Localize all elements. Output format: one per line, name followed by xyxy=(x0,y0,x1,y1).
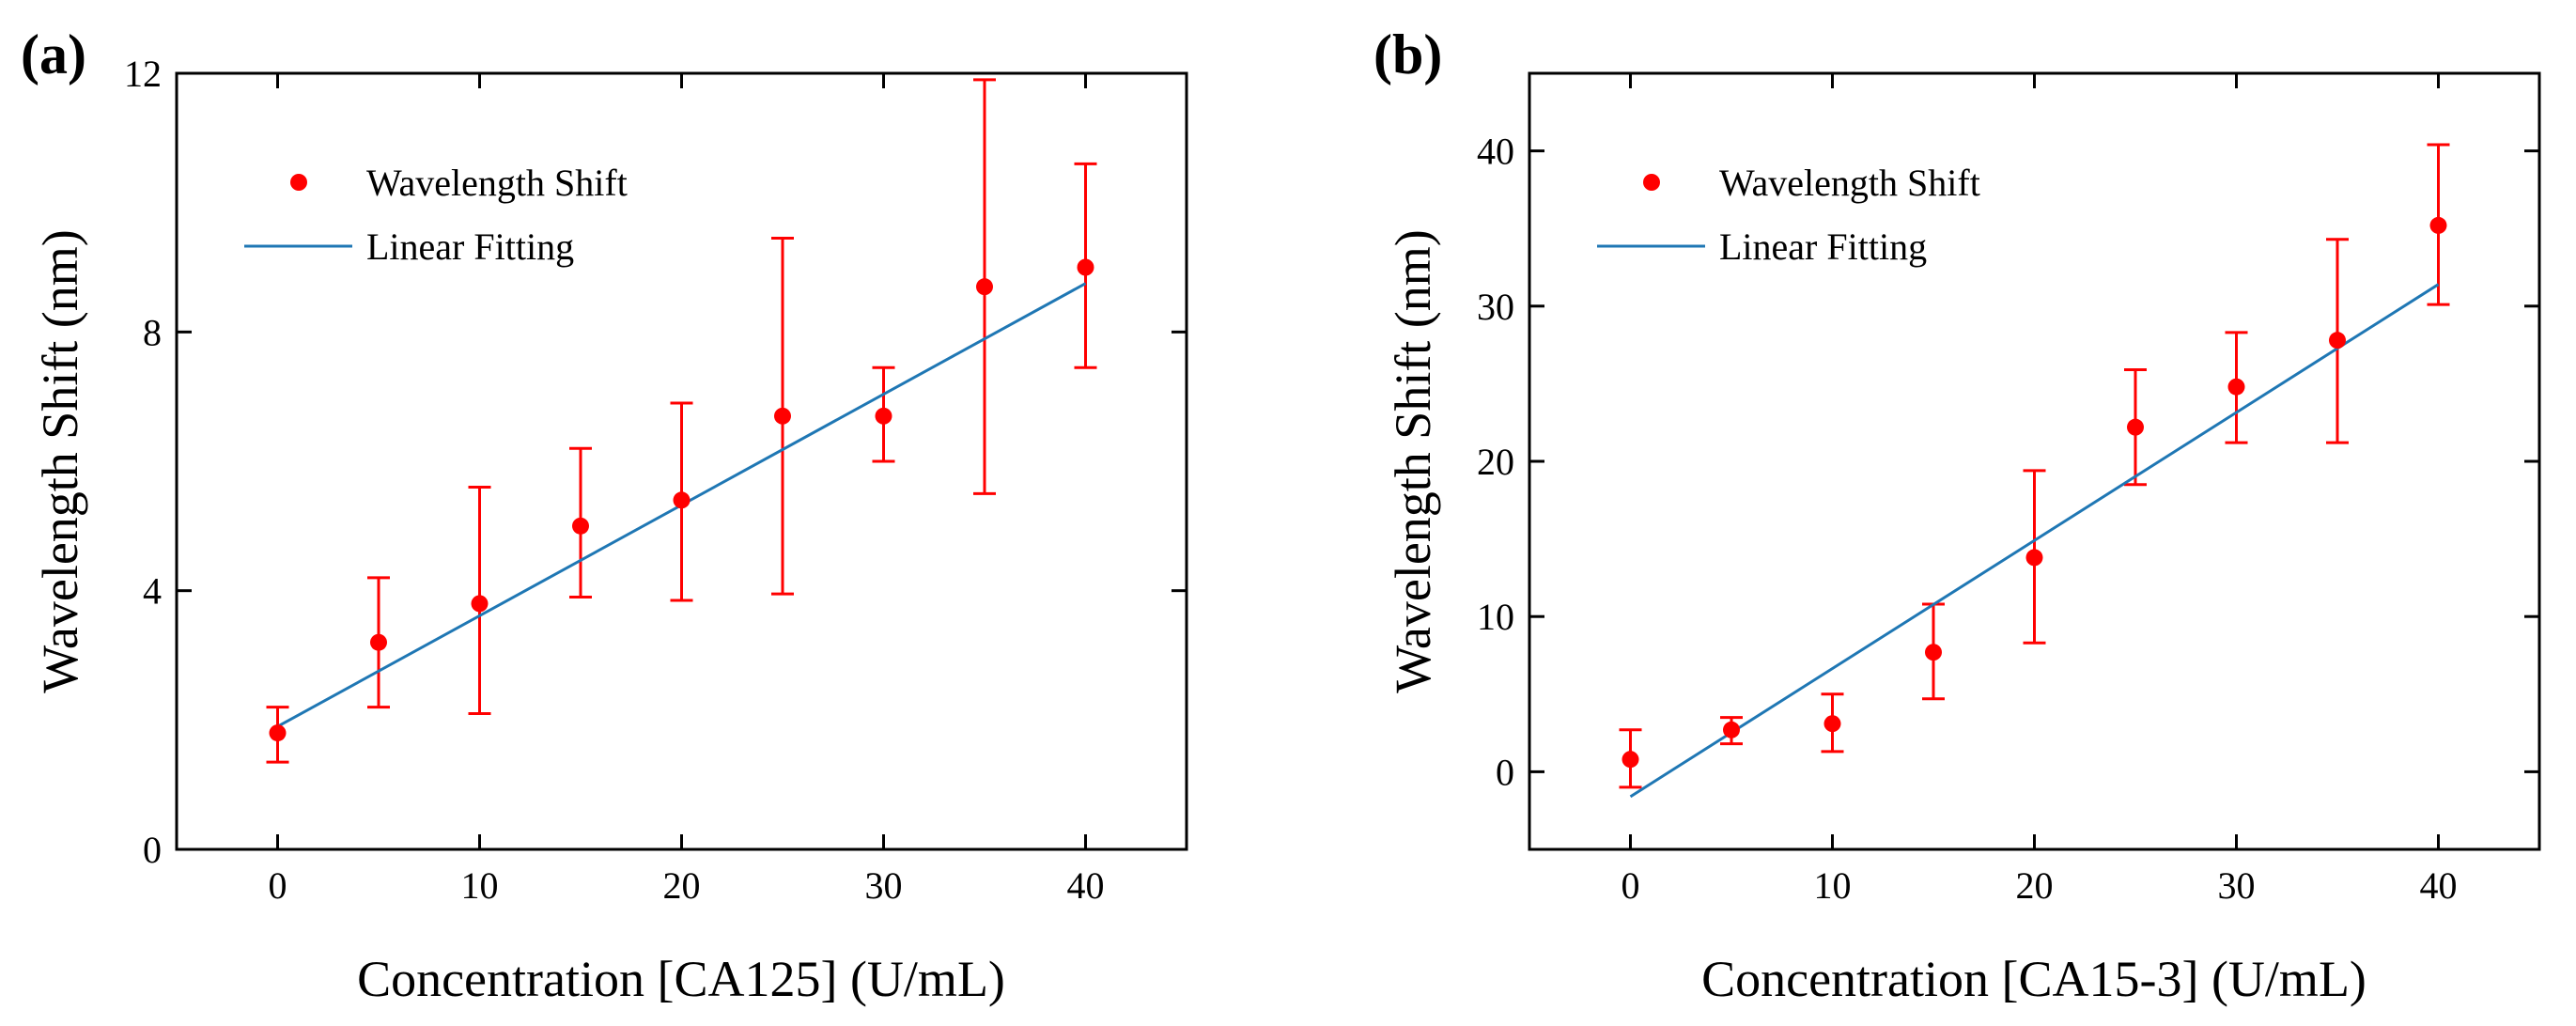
x-tick-label: 10 xyxy=(1814,864,1852,907)
x-tick-label: 10 xyxy=(461,864,499,907)
y-axis-title: Wavelength Shift (nm) xyxy=(1385,229,1441,693)
y-tick-label: 0 xyxy=(143,829,162,871)
data-point xyxy=(370,633,387,651)
axis-ticks xyxy=(177,71,1187,851)
plot-frame xyxy=(1528,71,2541,851)
y-tick-label: 30 xyxy=(1477,286,1514,328)
data-point xyxy=(471,595,489,613)
data-point xyxy=(1077,258,1094,276)
x-tick-label: 20 xyxy=(2016,864,2054,907)
data-point xyxy=(572,517,589,535)
chart-panel-a: (a) 0 10 20 30 40 0 4 8 12 Wavelength Shift Line… xyxy=(21,23,1188,1007)
axis-ticks xyxy=(1529,73,2539,849)
y-tick-label: 20 xyxy=(1477,441,1514,483)
x-axis-title: Concentration [CA125] (U/mL) xyxy=(357,951,1005,1007)
x-axis-title: Concentration [CA15-3] (U/mL) xyxy=(1701,951,2367,1007)
data-point xyxy=(673,491,691,509)
data-point xyxy=(2227,378,2245,396)
data-point xyxy=(2025,549,2043,567)
data-point xyxy=(976,278,993,296)
data-points xyxy=(269,258,1094,742)
fit-line xyxy=(1629,283,2440,799)
data-points xyxy=(1622,216,2447,769)
x-tick-label: 0 xyxy=(1622,864,1640,907)
error-bars xyxy=(1619,143,2450,789)
legend-label-points: Wavelength Shift xyxy=(1719,162,1980,204)
y-tick-label: 40 xyxy=(1477,131,1514,173)
legend-marker-points xyxy=(290,174,307,191)
chart-panel-b: (b) 0 10 20 30 40 0 10 20 30 40 Wavelength Shift … xyxy=(1373,23,2541,1007)
data-point xyxy=(2329,332,2346,350)
y-tick-label: 0 xyxy=(1496,751,1514,793)
y-tick-label: 10 xyxy=(1477,596,1514,638)
x-tick-label: 0 xyxy=(269,864,287,907)
data-point xyxy=(2127,418,2144,436)
data-point xyxy=(1723,721,1740,738)
x-tick-label: 40 xyxy=(1067,864,1105,907)
legend-label-points: Wavelength Shift xyxy=(366,162,628,204)
data-point xyxy=(1622,751,1639,769)
y-tick-label: 12 xyxy=(124,53,162,95)
y-axis-title: Wavelength Shift (nm) xyxy=(32,229,88,693)
x-tick-label: 30 xyxy=(865,864,903,907)
x-tick-label: 30 xyxy=(2218,864,2256,907)
y-tick-label: 4 xyxy=(143,570,162,613)
x-tick-label: 20 xyxy=(663,864,701,907)
panel-label: (b) xyxy=(1373,23,1442,86)
panel-label: (a) xyxy=(21,23,86,86)
tick-labels: 0 10 20 30 40 0 4 8 12 xyxy=(124,53,1105,907)
data-point xyxy=(269,724,287,742)
y-tick-label: 8 xyxy=(143,311,162,353)
data-point xyxy=(1823,715,1841,733)
data-point xyxy=(774,407,791,425)
legend: Wavelength Shift Linear Fitting xyxy=(244,162,628,268)
x-tick-label: 40 xyxy=(2420,864,2458,907)
data-point xyxy=(1925,644,1942,661)
legend-label-line: Linear Fitting xyxy=(1719,225,1927,268)
tick-labels: 0 10 20 30 40 0 10 20 30 40 xyxy=(1477,131,2458,907)
legend-label-line: Linear Fitting xyxy=(366,225,574,268)
legend: Wavelength Shift Linear Fitting xyxy=(1597,162,1980,268)
fit-line-group xyxy=(1629,283,2440,799)
data-point xyxy=(875,407,892,425)
legend-marker-points xyxy=(1643,174,1660,191)
data-point xyxy=(2429,216,2447,234)
